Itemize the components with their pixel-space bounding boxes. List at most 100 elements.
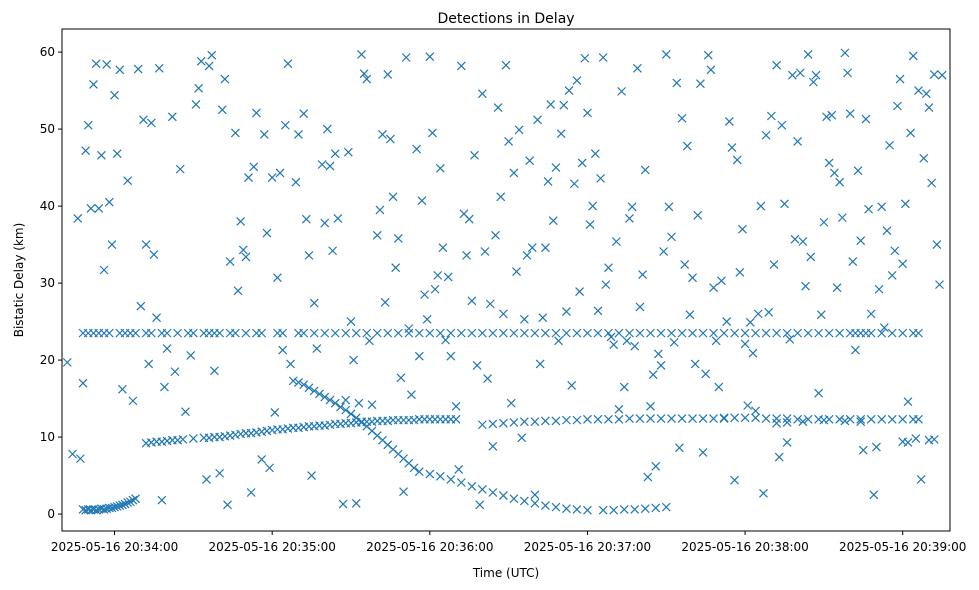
data-point xyxy=(530,417,540,427)
data-point xyxy=(133,64,143,74)
data-point xyxy=(814,328,824,338)
data-point xyxy=(895,74,905,84)
data-point xyxy=(701,369,711,379)
data-point xyxy=(856,236,866,246)
data-point xyxy=(430,284,440,294)
data-point xyxy=(383,328,393,338)
data-point xyxy=(188,434,198,444)
axes-frame xyxy=(61,28,951,532)
data-point xyxy=(690,359,700,369)
data-point xyxy=(364,336,374,346)
data-point xyxy=(186,351,196,360)
data-point xyxy=(160,382,169,392)
data-point xyxy=(685,310,695,320)
data-point xyxy=(498,309,508,319)
data-point xyxy=(919,153,929,163)
data-point xyxy=(509,328,519,338)
y-axis-label: Bistatic Delay (km) xyxy=(12,223,26,338)
data-point xyxy=(209,366,219,376)
data-point xyxy=(680,260,690,270)
data-point xyxy=(451,401,461,411)
data-point xyxy=(346,409,356,419)
data-point xyxy=(446,328,456,338)
data-point xyxy=(351,413,361,423)
data-point xyxy=(230,128,240,138)
data-point xyxy=(677,414,687,424)
data-point xyxy=(341,328,351,338)
data-point xyxy=(215,468,225,478)
data-point xyxy=(698,414,708,424)
data-point xyxy=(803,414,813,424)
data-point xyxy=(856,417,866,427)
data-point xyxy=(336,402,345,412)
data-point xyxy=(278,345,288,355)
data-point xyxy=(278,328,288,338)
data-point xyxy=(118,384,127,394)
data-point xyxy=(188,328,198,338)
data-point xyxy=(267,173,277,183)
data-point xyxy=(372,230,382,240)
data-point xyxy=(840,416,850,426)
data-point xyxy=(898,414,908,424)
data-point xyxy=(761,130,771,140)
data-point xyxy=(688,273,697,283)
data-point xyxy=(816,310,826,320)
data-point xyxy=(575,287,584,296)
data-point xyxy=(604,263,613,273)
data-point xyxy=(467,481,477,491)
data-point xyxy=(625,414,634,424)
data-point xyxy=(157,495,167,505)
data-point xyxy=(275,168,285,178)
data-point xyxy=(196,56,206,66)
data-point xyxy=(632,63,642,73)
data-point xyxy=(204,61,214,71)
data-point xyxy=(546,100,556,109)
x-axis-label: Time (UTC) xyxy=(472,566,539,580)
data-point xyxy=(131,494,140,504)
data-point xyxy=(551,502,561,512)
data-point xyxy=(414,351,424,361)
data-point xyxy=(914,328,923,338)
data-point xyxy=(233,286,243,296)
data-point xyxy=(551,328,561,338)
data-point xyxy=(396,373,406,383)
data-point xyxy=(191,100,201,109)
data-point xyxy=(498,491,508,501)
data-point xyxy=(241,252,251,262)
data-point xyxy=(585,220,595,229)
data-point xyxy=(425,469,435,479)
data-point xyxy=(178,434,188,444)
data-point xyxy=(162,344,172,353)
data-point xyxy=(414,467,424,477)
data-point xyxy=(635,414,645,424)
data-point xyxy=(351,328,361,338)
data-point xyxy=(890,246,900,256)
data-point xyxy=(766,111,776,121)
data-point xyxy=(454,464,464,474)
data-point xyxy=(688,414,697,424)
data-point xyxy=(341,405,351,415)
data-point xyxy=(146,118,156,128)
data-point xyxy=(359,69,369,79)
data-point xyxy=(519,496,529,506)
data-point xyxy=(611,237,621,246)
data-point xyxy=(588,201,598,211)
data-point xyxy=(583,328,592,338)
data-point xyxy=(464,214,474,224)
data-point xyxy=(493,103,503,112)
data-point xyxy=(677,328,687,338)
data-point xyxy=(393,233,403,243)
data-point xyxy=(900,199,910,209)
data-point xyxy=(614,414,624,424)
data-point xyxy=(787,70,797,80)
data-point xyxy=(927,178,937,188)
data-point xyxy=(661,502,671,512)
y-tick-label: 60 xyxy=(40,45,55,59)
data-point xyxy=(120,499,130,509)
data-point xyxy=(299,380,309,390)
data-point xyxy=(102,59,112,69)
data-point xyxy=(562,504,571,514)
data-point xyxy=(333,213,343,223)
data-point xyxy=(785,334,795,344)
data-point xyxy=(244,173,253,183)
